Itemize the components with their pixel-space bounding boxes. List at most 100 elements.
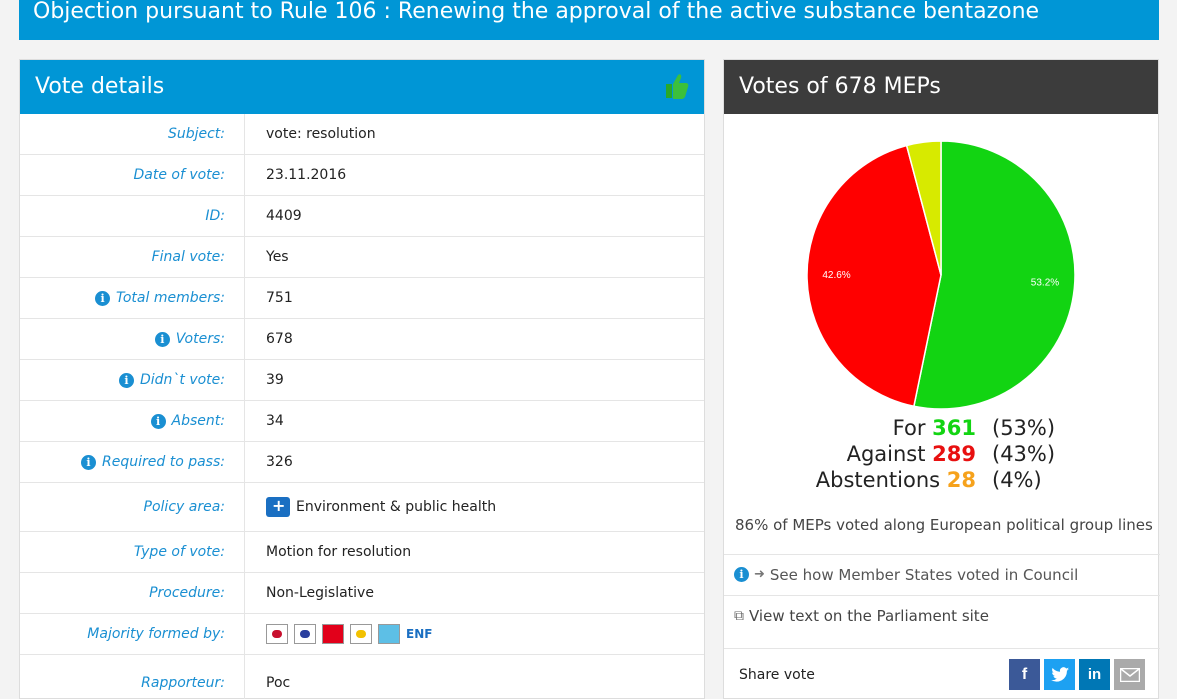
against-slice-label: 42.6%	[822, 270, 850, 281]
detail-value: Environment & public health	[245, 483, 704, 531]
votes-heading: Votes of 678 MEPs	[739, 74, 941, 99]
detail-label: Policy area:	[20, 483, 245, 531]
efdd-icon[interactable]	[350, 624, 372, 644]
detail-value: 678	[245, 319, 704, 359]
detail-label: i Didn`t vote:	[20, 360, 245, 400]
detail-value-text: Yes	[266, 249, 289, 265]
detail-row: i Didn`t vote: 39	[20, 360, 704, 401]
detail-label: i Absent:	[20, 401, 245, 441]
abstentions-percent: (4%)	[992, 468, 1042, 492]
detail-label: i Total members:	[20, 278, 245, 318]
info-icon[interactable]: i	[95, 290, 111, 306]
council-link[interactable]: i ➜ See how Member States voted in Counc…	[724, 554, 1160, 594]
abstentions-count: 28	[946, 468, 976, 492]
detail-row: i Total members: 751	[20, 278, 704, 319]
parliament-link[interactable]: ⧉ View text on the Parliament site	[724, 595, 1160, 635]
detail-label-text: ID:	[205, 208, 225, 224]
detail-value-text: 326	[266, 454, 293, 470]
detail-value-text: 34	[266, 413, 284, 429]
detail-label-text: Voters:	[175, 331, 225, 347]
against-slice	[806, 144, 942, 408]
votes-pie-chart: 53.2% 42.6%	[806, 140, 1076, 410]
detail-label-text: Didn`t vote:	[139, 372, 225, 388]
info-icon[interactable]: i	[81, 454, 97, 470]
detail-row: i Voters: 678	[20, 319, 704, 360]
detail-label: i Required to pass:	[20, 442, 245, 482]
detail-label-text: Policy area:	[143, 499, 225, 515]
detail-value: 23.11.2016	[245, 155, 704, 195]
detail-label-text: Date of vote:	[133, 167, 225, 183]
detail-value-text: 39	[266, 372, 284, 388]
detail-row: Subject: vote: resolution	[20, 114, 704, 155]
detail-value-text: Poc	[266, 674, 291, 691]
abstentions-label: Abstentions	[815, 468, 941, 492]
detail-row: ID: 4409	[20, 196, 704, 237]
twitter-icon[interactable]	[1044, 659, 1075, 690]
greens-efa-icon[interactable]	[294, 624, 316, 644]
detail-row: i Required to pass: 326	[20, 442, 704, 483]
detail-label: Date of vote:	[20, 155, 245, 195]
vote-details-table: Subject: vote: resolution Date of vote: 23.…	[20, 114, 704, 699]
share-row: Share vote f in	[724, 648, 1160, 699]
votes-header: Votes of 678 MEPs	[724, 60, 1158, 114]
medical-kit-icon	[266, 496, 290, 517]
share-label: Share vote	[739, 666, 815, 683]
detail-label-text: Total members:	[116, 290, 225, 306]
info-icon[interactable]: i	[154, 331, 170, 347]
detail-value: ENF	[245, 614, 704, 654]
detail-row: Procedure: Non-Legislative	[20, 573, 704, 614]
detail-value: Non-Legislative	[245, 573, 704, 613]
vote-details-panel: Vote details Subject: vote: resolution Dat…	[19, 59, 705, 699]
for-slice-label: 53.2%	[1031, 278, 1059, 289]
s-and-d-icon[interactable]	[322, 624, 344, 644]
detail-value-text: 23.11.2016	[266, 167, 347, 183]
detail-value-text: 751	[266, 290, 293, 306]
detail-label-text: Type of vote:	[133, 544, 225, 560]
detail-label: Majority formed by:	[20, 614, 245, 654]
detail-value-text: 678	[266, 331, 293, 347]
detail-label: Procedure:	[20, 573, 245, 613]
detail-value-text: vote: resolution	[266, 126, 376, 142]
detail-label: Rapporteur:	[20, 655, 245, 699]
email-icon[interactable]	[1114, 659, 1145, 690]
thumbs-up-icon	[666, 74, 689, 99]
detail-label-text: Required to pass:	[102, 454, 225, 470]
detail-row: i Absent: 34	[20, 401, 704, 442]
info-icon: i	[734, 567, 749, 582]
gue-ngl-icon[interactable]	[266, 624, 288, 644]
info-icon[interactable]: i	[118, 372, 134, 388]
detail-row: Policy area: Environment & public health	[20, 483, 704, 532]
legend-against: Against 289 (43%)	[724, 442, 1160, 468]
for-count: 361	[932, 416, 976, 440]
detail-value: 326	[245, 442, 704, 482]
detail-row: Date of vote: 23.11.2016	[20, 155, 704, 196]
detail-row: Final vote: Yes	[20, 237, 704, 278]
council-link-text[interactable]: See how Member States voted in Council	[769, 565, 1079, 584]
detail-value: Yes	[245, 237, 704, 277]
detail-label: Type of vote:	[20, 532, 245, 572]
info-icon[interactable]: i	[150, 413, 166, 429]
external-link-icon: ⧉	[734, 607, 744, 624]
page-title: Objection pursuant to Rule 106 : Renewin…	[19, 0, 1159, 40]
facebook-icon[interactable]: f	[1009, 659, 1040, 690]
detail-label-text: Rapporteur:	[141, 674, 225, 691]
detail-label: Final vote:	[20, 237, 245, 277]
detail-value-text: Motion for resolution	[266, 544, 412, 560]
detail-label: i Voters:	[20, 319, 245, 359]
enf-icon[interactable]	[378, 624, 400, 644]
detail-value: Motion for resolution	[245, 532, 704, 572]
share-buttons: f in	[1009, 659, 1145, 690]
detail-value: Poc	[245, 655, 704, 699]
detail-label: ID:	[20, 196, 245, 236]
majority-last-party[interactable]: ENF	[406, 627, 433, 641]
detail-value-text: 4409	[266, 208, 302, 224]
linkedin-icon[interactable]: in	[1079, 659, 1110, 690]
detail-label-text: Absent:	[171, 413, 225, 429]
legend-abstentions: Abstentions 28 (4%)	[724, 468, 1160, 494]
parliament-link-text[interactable]: View text on the Parliament site	[749, 606, 989, 625]
against-percent: (43%)	[992, 442, 1056, 466]
vote-details-heading: Vote details	[35, 74, 165, 99]
detail-label-text: Final vote:	[151, 249, 225, 265]
sign-in-arrow-icon: ➜	[754, 567, 765, 582]
detail-value-text: Non-Legislative	[266, 585, 374, 601]
